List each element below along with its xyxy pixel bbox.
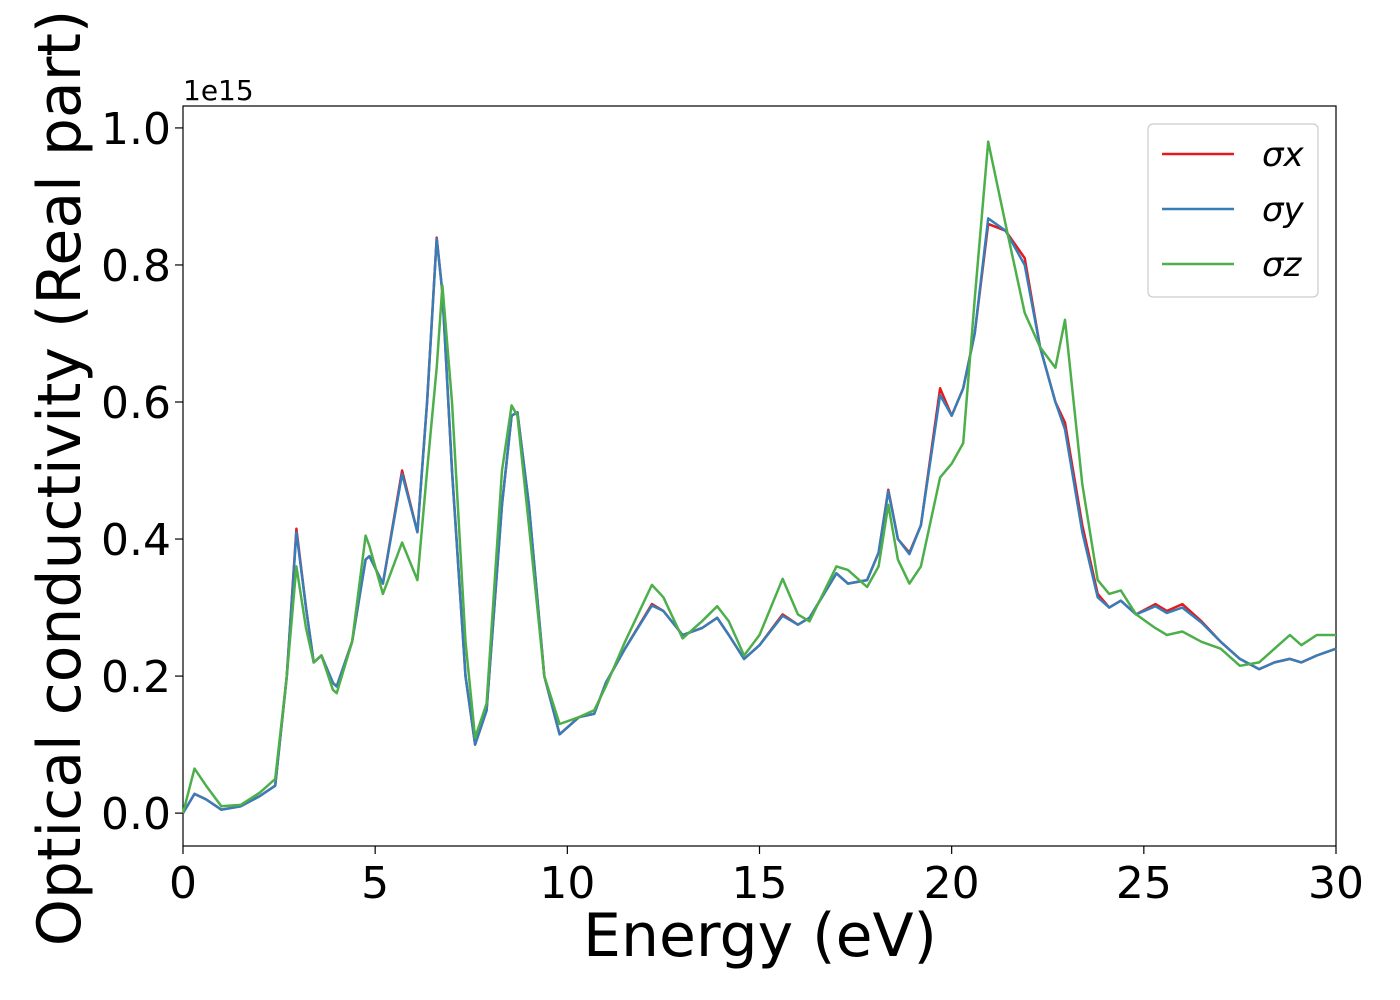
x-axis-label: Energy (eV)	[583, 901, 937, 971]
y-axis-label: Optical conductivity (Real part)	[25, 10, 95, 947]
y-tick-label: 0.4	[101, 515, 171, 566]
y-tick-label: 1.0	[101, 104, 171, 155]
y-offset-label: 1e15	[183, 74, 254, 107]
x-tick-label: 20	[924, 858, 980, 909]
series-line	[181, 140, 1336, 814]
x-tick-label: 5	[361, 858, 389, 909]
x-tick-label: 15	[732, 858, 788, 909]
legend-box	[1147, 123, 1319, 298]
x-tick-label: 0	[169, 858, 197, 909]
legend-label: σy	[1262, 190, 1305, 230]
series-line	[181, 217, 1337, 814]
x-tick-label: 10	[539, 858, 595, 909]
legend-label: σx	[1262, 135, 1305, 175]
legend-label: σz	[1262, 245, 1303, 285]
series-line	[181, 222, 1337, 814]
y-tick-label: 0.2	[101, 652, 171, 703]
y-tick-label: 0.0	[101, 789, 171, 840]
y-tick-label: 0.6	[101, 378, 171, 429]
x-tick-label: 30	[1308, 858, 1364, 909]
x-tick-label: 25	[1116, 858, 1172, 909]
y-tick-label: 0.8	[101, 241, 171, 292]
